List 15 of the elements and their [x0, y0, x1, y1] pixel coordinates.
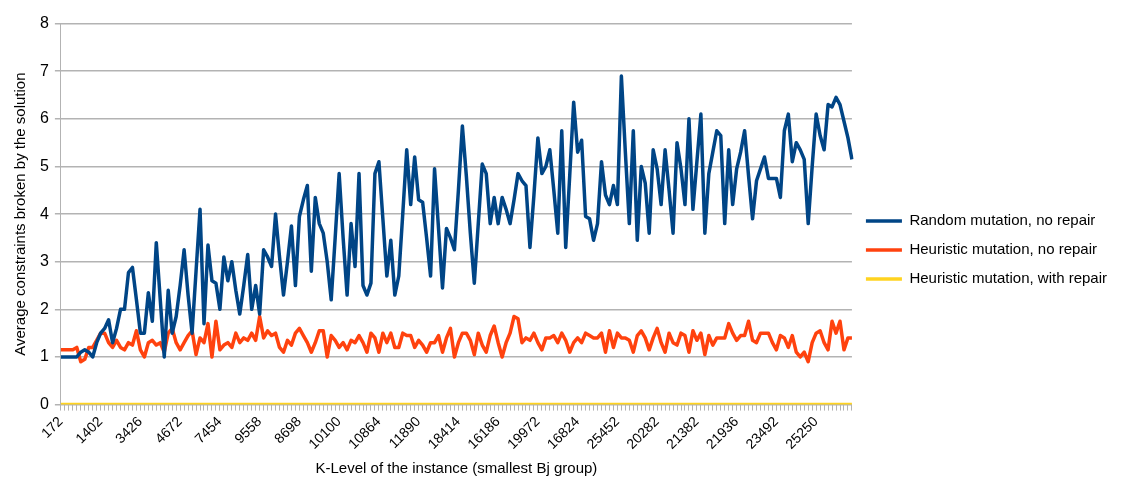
y-tick-label: 3	[39, 252, 49, 270]
x-tick-label: 172	[37, 412, 66, 441]
y-tick-label: 1	[39, 347, 49, 365]
y-tick-label: 4	[39, 204, 49, 222]
x-axis-title: K-Level of the instance (smallest Bj group)	[315, 459, 598, 477]
y-axis-title: Average constraints broken by the solution	[11, 72, 29, 356]
y-tick-label: 8	[39, 14, 49, 32]
y-tick-label: 5	[39, 156, 49, 174]
y-tick-label: 2	[39, 299, 49, 317]
y-tick-label: 6	[39, 109, 49, 127]
legend-label: Heuristic mutation, with repair	[909, 269, 1108, 287]
legend-label: Heuristic mutation, no repair	[909, 240, 1098, 258]
y-tick-label: 7	[39, 61, 49, 79]
legend-label: Random mutation, no repair	[909, 211, 1096, 229]
y-tick-label: 0	[39, 395, 49, 412]
